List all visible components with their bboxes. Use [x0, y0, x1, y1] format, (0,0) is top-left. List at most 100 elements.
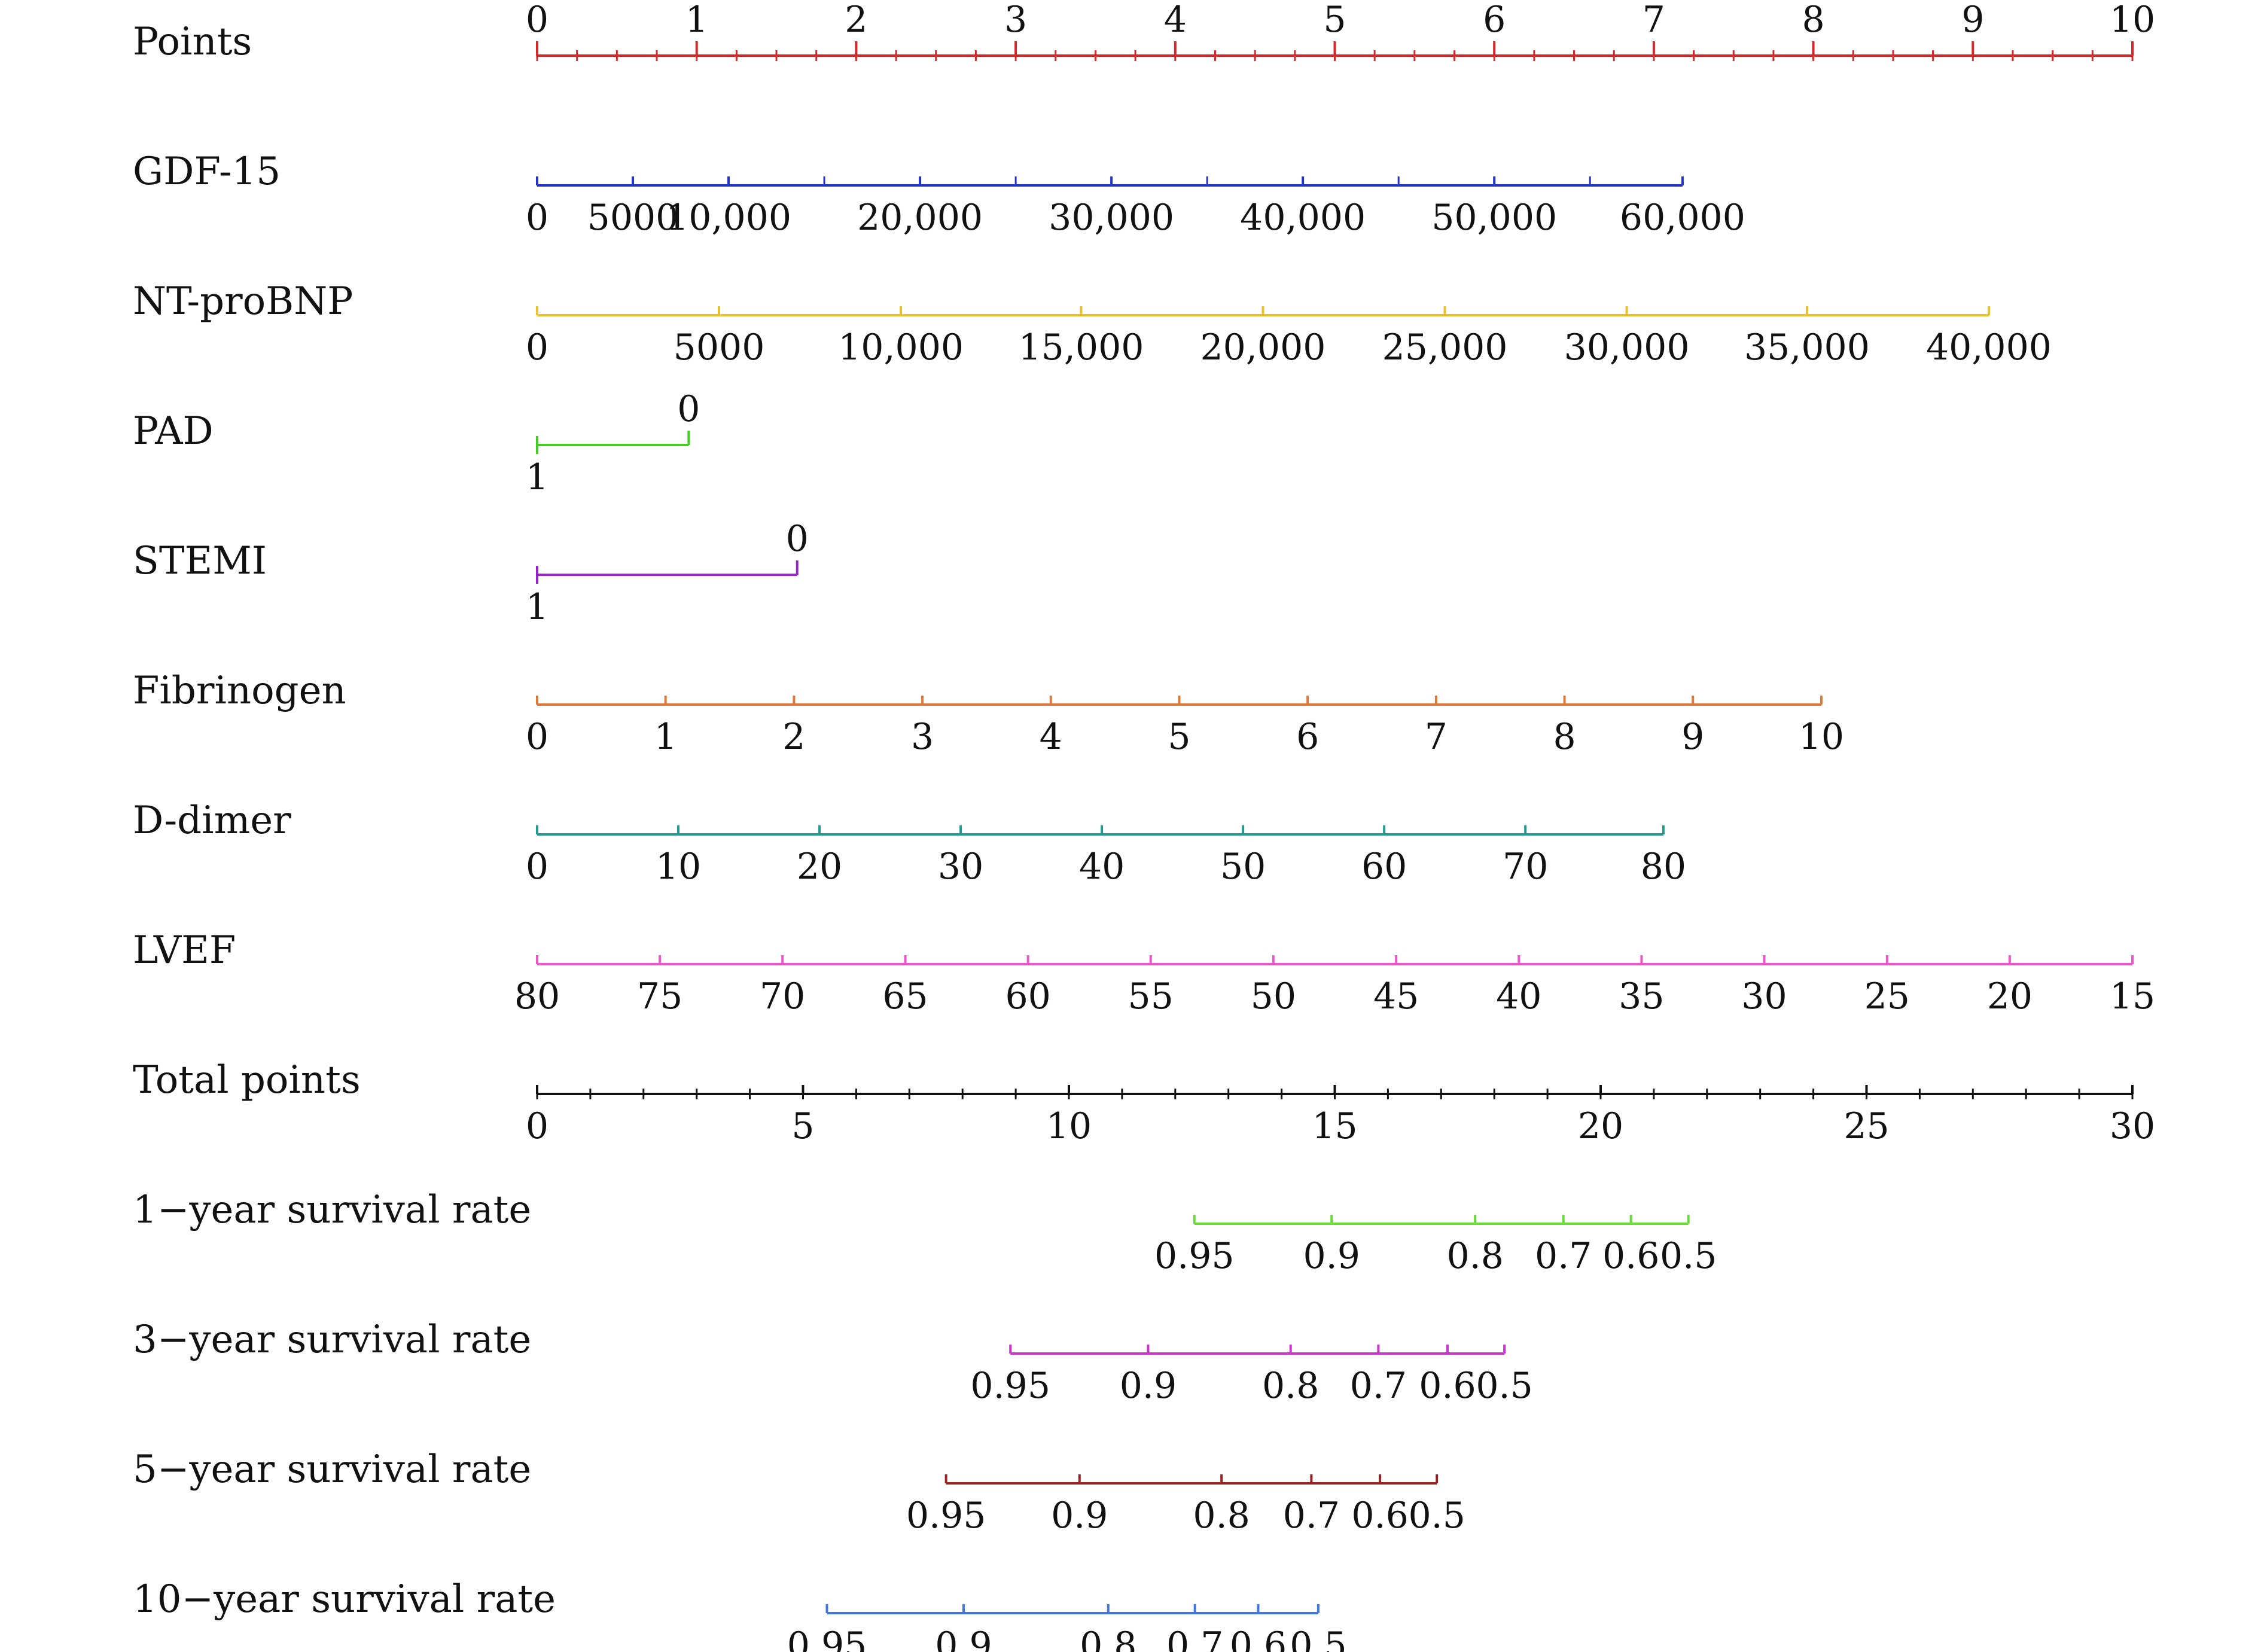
tick-label-5-year-survival-rate: 0.6	[1351, 1495, 1408, 1537]
tick-label-nt-probnp: 40,000	[1926, 327, 2052, 368]
row-label-1-year-survival-rate: 1−year survival rate	[133, 1188, 531, 1232]
tick-label-points: 9	[1961, 0, 1984, 41]
tick-label-d-dimer: 30	[938, 846, 983, 888]
tick-label-lvef: 55	[1128, 976, 1174, 1017]
tick-label-5-year-survival-rate: 0.9	[1051, 1495, 1108, 1537]
tick-label-nt-probnp: 30,000	[1564, 327, 1690, 368]
tick-label-lvef: 70	[760, 976, 805, 1017]
tick-label-points: 3	[1004, 0, 1027, 41]
tick-label-5-year-survival-rate: 0.5	[1408, 1495, 1465, 1537]
tick-label-pad: 1	[526, 456, 549, 498]
tick-label-fibrinogen: 0	[526, 716, 549, 758]
tick-label-fibrinogen: 10	[1799, 716, 1844, 758]
row-label-lvef: LVEF	[133, 928, 236, 973]
tick-label-fibrinogen: 3	[911, 716, 934, 758]
tick-label-nt-probnp: 15,000	[1018, 327, 1144, 368]
tick-label-points: 1	[685, 0, 708, 41]
tick-label-d-dimer: 50	[1220, 846, 1266, 888]
tick-label-total-points: 10	[1046, 1105, 1092, 1147]
tick-label-lvef: 50	[1251, 976, 1296, 1017]
tick-label-5-year-survival-rate: 0.7	[1283, 1495, 1340, 1537]
tick-label-3-year-survival-rate: 0.8	[1262, 1365, 1319, 1407]
tick-label-fibrinogen: 7	[1425, 716, 1448, 758]
tick-label-total-points: 0	[526, 1105, 549, 1147]
tick-label-1-year-survival-rate: 0.7	[1535, 1235, 1592, 1277]
tick-label-lvef: 60	[1005, 976, 1050, 1017]
tick-label-fibrinogen: 5	[1168, 716, 1190, 758]
tick-label-5-year-survival-rate: 0.8	[1193, 1495, 1250, 1537]
tick-label-gdf-15: 20,000	[857, 197, 983, 239]
tick-label-points: 2	[845, 0, 867, 41]
tick-label-d-dimer: 60	[1361, 846, 1407, 888]
tick-label-10-year-survival-rate: 0.9	[935, 1624, 992, 1652]
tick-label-1-year-survival-rate: 0.95	[1154, 1235, 1235, 1277]
tick-label-fibrinogen: 2	[782, 716, 805, 758]
tick-label-gdf-15: 10,000	[666, 197, 791, 239]
tick-label-gdf-15: 30,000	[1049, 197, 1174, 239]
tick-label-stemi: 0	[786, 518, 809, 560]
tick-label-lvef: 45	[1373, 976, 1419, 1017]
tick-label-stemi: 1	[526, 586, 549, 628]
row-label-5-year-survival-rate: 5−year survival rate	[133, 1447, 531, 1492]
tick-label-total-points: 5	[791, 1105, 814, 1147]
tick-label-lvef: 75	[637, 976, 682, 1017]
tick-label-1-year-survival-rate: 0.6	[1602, 1235, 1659, 1277]
tick-label-10-year-survival-rate: 0.7	[1166, 1624, 1223, 1652]
row-label-3-year-survival-rate: 3−year survival rate	[133, 1318, 531, 1362]
row-label-pad: PAD	[133, 409, 214, 453]
tick-label-1-year-survival-rate: 0.9	[1303, 1235, 1360, 1277]
row-label-fibrinogen: Fibrinogen	[133, 669, 346, 713]
tick-label-points: 6	[1483, 0, 1506, 41]
tick-label-total-points: 15	[1312, 1105, 1357, 1147]
tick-label-1-year-survival-rate: 0.8	[1446, 1235, 1503, 1277]
tick-label-total-points: 30	[2110, 1105, 2155, 1147]
tick-label-lvef: 15	[2110, 976, 2155, 1017]
row-label-d-dimer: D-dimer	[133, 798, 291, 843]
row-label-10-year-survival-rate: 10−year survival rate	[133, 1577, 556, 1621]
tick-label-lvef: 20	[1987, 976, 2033, 1017]
tick-label-d-dimer: 10	[656, 846, 701, 888]
tick-label-lvef: 30	[1741, 976, 1787, 1017]
tick-label-d-dimer: 40	[1079, 846, 1125, 888]
row-label-nt-probnp: NT-proBNP	[133, 279, 353, 324]
tick-label-pad: 0	[677, 388, 700, 430]
tick-label-d-dimer: 20	[797, 846, 842, 888]
tick-label-10-year-survival-rate: 0.6	[1230, 1624, 1287, 1652]
tick-label-lvef: 65	[882, 976, 928, 1017]
tick-label-d-dimer: 80	[1641, 846, 1686, 888]
tick-label-3-year-survival-rate: 0.9	[1120, 1365, 1177, 1407]
tick-label-nt-probnp: 20,000	[1200, 327, 1326, 368]
tick-label-points: 0	[526, 0, 549, 41]
tick-label-nt-probnp: 10,000	[838, 327, 964, 368]
tick-label-3-year-survival-rate: 0.95	[970, 1365, 1050, 1407]
tick-label-gdf-15: 40,000	[1240, 197, 1366, 239]
row-label-gdf-15: GDF-15	[133, 150, 281, 194]
row-label-stemi: STEMI	[133, 539, 267, 583]
tick-label-gdf-15: 0	[526, 197, 549, 239]
tick-label-1-year-survival-rate: 0.5	[1660, 1235, 1717, 1277]
tick-label-fibrinogen: 4	[1040, 716, 1062, 758]
tick-label-nt-probnp: 35,000	[1744, 327, 1870, 368]
tick-label-gdf-15: 50,000	[1431, 197, 1557, 239]
tick-label-lvef: 35	[1619, 976, 1664, 1017]
tick-label-10-year-survival-rate: 0.5	[1290, 1624, 1346, 1652]
tick-label-points: 8	[1802, 0, 1825, 41]
row-label-total-points: Total points	[133, 1058, 361, 1102]
tick-label-lvef: 25	[1864, 976, 1910, 1017]
tick-label-gdf-15: 60,000	[1620, 197, 1745, 239]
tick-label-10-year-survival-rate: 0.95	[787, 1624, 867, 1652]
row-label-points: Points	[133, 20, 252, 64]
tick-label-nt-probnp: 5000	[674, 327, 765, 368]
tick-label-lvef: 40	[1496, 976, 1541, 1017]
tick-label-gdf-15: 5000	[587, 197, 679, 239]
tick-label-points: 10	[2110, 0, 2155, 41]
tick-label-fibrinogen: 6	[1296, 716, 1319, 758]
tick-label-total-points: 20	[1578, 1105, 1623, 1147]
tick-label-points: 5	[1323, 0, 1346, 41]
tick-label-d-dimer: 0	[526, 846, 549, 888]
tick-label-nt-probnp: 0	[526, 327, 549, 368]
tick-label-nt-probnp: 25,000	[1382, 327, 1508, 368]
tick-label-5-year-survival-rate: 0.95	[906, 1495, 986, 1537]
tick-label-fibrinogen: 1	[654, 716, 677, 758]
